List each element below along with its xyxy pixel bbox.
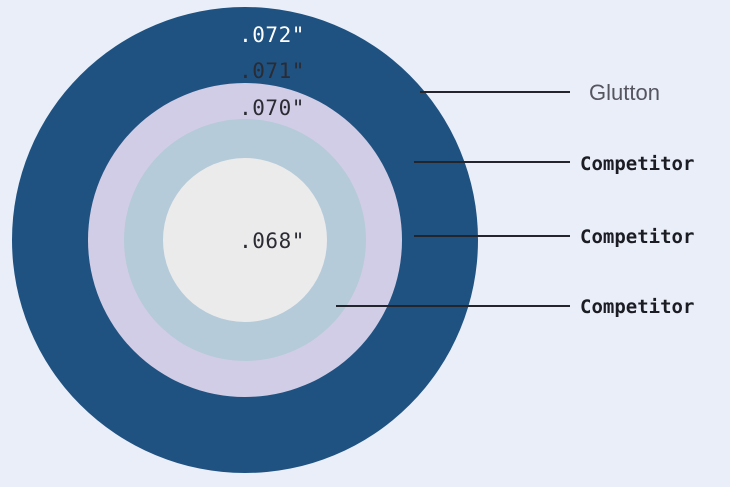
ring-measurement-label-2: .070" — [239, 96, 305, 120]
callout-label-2: Competitor — [580, 226, 694, 248]
callout-label-1: Competitor — [580, 153, 694, 175]
ring-measurement-label-3: .068" — [239, 229, 305, 253]
callouts-group: Glutton Competitor Competitor Competitor — [336, 80, 694, 318]
callout-label-3: Competitor — [580, 296, 694, 318]
ring-measurement-label-0: .072" — [239, 23, 305, 47]
ring-labels-group: .072" .071" .070" .068" — [239, 23, 305, 253]
ring-3 — [163, 158, 327, 322]
rings-group — [12, 7, 478, 473]
ring-measurement-label-1: .071" — [239, 59, 305, 83]
callout-label-0: Glutton — [589, 80, 660, 105]
